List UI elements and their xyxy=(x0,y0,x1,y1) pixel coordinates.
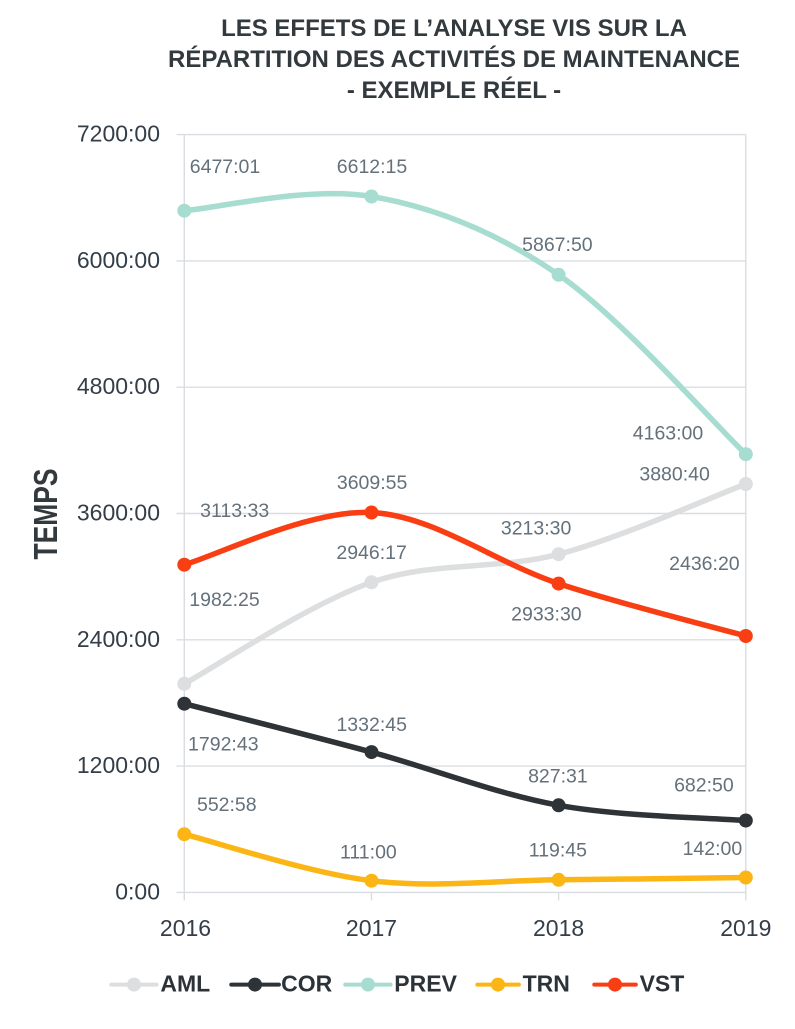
svg-text:1332:45: 1332:45 xyxy=(336,714,407,736)
svg-text:142:00: 142:00 xyxy=(683,838,743,860)
svg-text:4163:00: 4163:00 xyxy=(633,422,704,444)
svg-text:552:58: 552:58 xyxy=(197,794,257,816)
svg-text:3113:33: 3113:33 xyxy=(200,500,269,522)
svg-text:TEMPS: TEMPS xyxy=(28,469,64,560)
svg-text:0:00: 0:00 xyxy=(115,878,160,904)
svg-text:AML: AML xyxy=(160,970,210,996)
svg-text:4800:00: 4800:00 xyxy=(77,373,160,399)
svg-text:1200:00: 1200:00 xyxy=(77,752,160,778)
svg-text:2019: 2019 xyxy=(720,915,771,941)
svg-text:6000:00: 6000:00 xyxy=(77,247,160,273)
svg-text:3609:55: 3609:55 xyxy=(337,472,408,494)
svg-text:COR: COR xyxy=(281,970,333,996)
svg-text:1982:25: 1982:25 xyxy=(189,589,260,611)
svg-text:3213:30: 3213:30 xyxy=(501,518,572,540)
svg-text:119:45: 119:45 xyxy=(529,839,587,861)
svg-text:2400:00: 2400:00 xyxy=(77,626,160,652)
svg-text:6612:15: 6612:15 xyxy=(337,156,408,178)
svg-text:6477:01: 6477:01 xyxy=(190,156,261,178)
svg-text:2946:17: 2946:17 xyxy=(336,542,407,564)
svg-text:2018: 2018 xyxy=(533,915,584,941)
svg-text:682:50: 682:50 xyxy=(674,774,734,796)
svg-text:5867:50: 5867:50 xyxy=(522,234,593,256)
svg-text:2436:20: 2436:20 xyxy=(669,553,740,575)
svg-text:2016: 2016 xyxy=(160,915,211,941)
svg-text:RÉPARTITION DES ACTIVITÉS DE M: RÉPARTITION DES ACTIVITÉS DE MAINTENANCE xyxy=(168,45,740,73)
svg-text:111:00: 111:00 xyxy=(340,842,397,864)
svg-text:TRN: TRN xyxy=(523,970,570,996)
svg-text:PREV: PREV xyxy=(394,970,457,996)
svg-text:3600:00: 3600:00 xyxy=(77,500,160,526)
svg-text:2017: 2017 xyxy=(346,915,397,941)
svg-text:1792:43: 1792:43 xyxy=(188,734,259,756)
svg-text:7200:00: 7200:00 xyxy=(77,121,160,147)
svg-text:3880:40: 3880:40 xyxy=(639,464,710,486)
svg-text:827:31: 827:31 xyxy=(528,766,588,788)
svg-text:2933:30: 2933:30 xyxy=(511,603,582,625)
svg-text:- EXEMPLE RÉEL -: - EXEMPLE RÉEL - xyxy=(347,76,561,104)
svg-text:LES EFFETS DE L’ANALYSE VIS SU: LES EFFETS DE L’ANALYSE VIS SUR LA xyxy=(221,15,687,42)
svg-text:VST: VST xyxy=(640,970,685,996)
